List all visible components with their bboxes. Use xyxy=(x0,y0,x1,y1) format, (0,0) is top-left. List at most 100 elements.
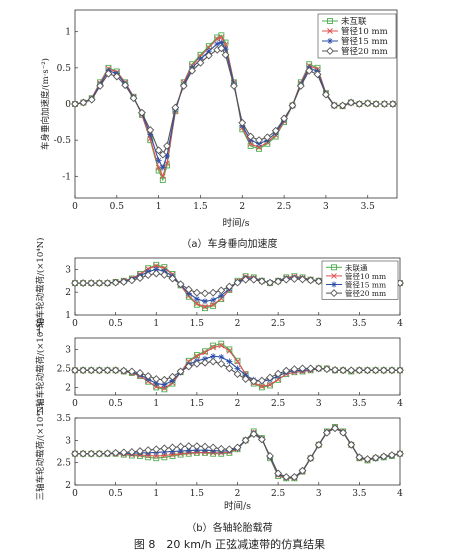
data-point xyxy=(298,275,307,284)
data-point xyxy=(314,277,323,286)
data-point xyxy=(229,81,238,90)
data-point xyxy=(290,275,299,283)
data-point xyxy=(194,300,200,307)
data-point xyxy=(193,447,200,454)
data-point xyxy=(71,100,79,108)
data-point xyxy=(280,114,289,123)
x-tick-label: 2 xyxy=(235,399,241,409)
data-point xyxy=(234,358,241,365)
y-tick-label: 3 xyxy=(65,436,71,446)
data-point xyxy=(238,118,247,127)
data-point xyxy=(79,366,88,375)
data-point xyxy=(225,282,234,291)
y-tick-label: 2 xyxy=(65,481,71,491)
data-point xyxy=(313,70,322,79)
x-tick-label: 2.5 xyxy=(277,202,292,212)
data-point xyxy=(387,366,396,375)
series-3 xyxy=(71,357,404,386)
data-point xyxy=(321,90,330,99)
x-tick-label: 4 xyxy=(397,319,403,329)
legend-label: 管径10 mm xyxy=(345,271,386,281)
x-tick-label: 2.5 xyxy=(271,489,286,499)
data-point xyxy=(112,72,121,81)
data-point xyxy=(136,447,144,455)
legend-marker xyxy=(330,289,338,298)
data-point xyxy=(119,278,128,286)
data-point xyxy=(87,366,96,375)
data-point xyxy=(271,126,280,135)
data-point xyxy=(147,131,154,138)
x-tick-label: 0 xyxy=(72,399,78,409)
data-point xyxy=(87,279,96,288)
data-point xyxy=(79,279,88,288)
data-point xyxy=(129,94,138,103)
figure-caption: 图 8 20 km/h 正弦减速带的仿真结果 xyxy=(133,538,326,551)
data-point xyxy=(202,303,208,310)
caption-b: （b）各轴轮胎载荷 xyxy=(186,523,273,534)
data-point xyxy=(306,276,315,285)
data-point xyxy=(210,296,217,303)
data-point xyxy=(388,100,397,108)
data-point xyxy=(288,101,297,110)
data-point xyxy=(155,164,162,171)
data-point xyxy=(306,364,315,373)
data-point xyxy=(217,286,226,295)
x-tick-label: 3 xyxy=(316,399,322,409)
data-point xyxy=(249,377,258,386)
data-point xyxy=(111,278,120,287)
data-point xyxy=(104,69,113,78)
data-point xyxy=(363,455,372,464)
x-tick-label: 3.5 xyxy=(352,489,367,499)
data-point xyxy=(347,366,356,375)
data-point xyxy=(210,301,216,308)
y-axis-title: 二轴车轮动载荷/(×10⁴N) xyxy=(35,318,46,416)
x-axis-title: 时间/s xyxy=(224,500,251,512)
data-point xyxy=(222,46,229,53)
data-point xyxy=(159,173,166,180)
data-point xyxy=(266,452,274,460)
legend-marker xyxy=(331,273,337,279)
data-point xyxy=(111,448,120,457)
data-point xyxy=(153,266,160,273)
legend-marker xyxy=(327,38,333,44)
data-point xyxy=(267,381,273,388)
data-point xyxy=(204,51,213,60)
x-tick-label: 2 xyxy=(235,319,241,329)
y-tick-label: 2.5 xyxy=(57,364,72,374)
caption-a: （a）车身垂向加速度 xyxy=(181,239,278,250)
data-point xyxy=(205,48,212,55)
data-point xyxy=(144,446,153,455)
data-point xyxy=(103,366,112,375)
data-point xyxy=(103,279,112,288)
x-tick-label: 0 xyxy=(72,319,78,329)
legend-marker xyxy=(331,281,337,288)
data-point xyxy=(184,442,193,451)
data-point xyxy=(282,275,291,284)
x-tick-label: 1 xyxy=(156,202,162,212)
data-point xyxy=(233,278,242,287)
data-point xyxy=(168,372,177,381)
data-point xyxy=(159,164,166,171)
data-point xyxy=(263,133,272,142)
data-point xyxy=(95,366,104,375)
data-point xyxy=(258,384,265,391)
x-tick-label: 3 xyxy=(323,202,329,212)
data-point xyxy=(274,277,283,286)
data-point xyxy=(144,271,153,280)
data-point xyxy=(259,383,265,390)
x-tick-label: 3.5 xyxy=(361,202,376,212)
y-tick-label: -0.5 xyxy=(54,136,72,146)
x-tick-label: 0.5 xyxy=(108,319,123,329)
data-point xyxy=(194,353,200,360)
data-point xyxy=(296,81,305,90)
data-point xyxy=(171,103,180,112)
data-point xyxy=(218,342,225,349)
chart-b1: 0 0.5 1 1.5 2 2.5 3 3.5 4 1 2 3 一轴车轮动载荷/(×10⁴N) 未联通管径… xyxy=(35,238,404,335)
data-point xyxy=(176,367,185,376)
data-point xyxy=(233,443,242,452)
data-point xyxy=(136,274,144,283)
x-tick-label: 0 xyxy=(72,489,78,499)
x-tick-label: 0 xyxy=(72,202,78,212)
data-point xyxy=(119,366,128,375)
